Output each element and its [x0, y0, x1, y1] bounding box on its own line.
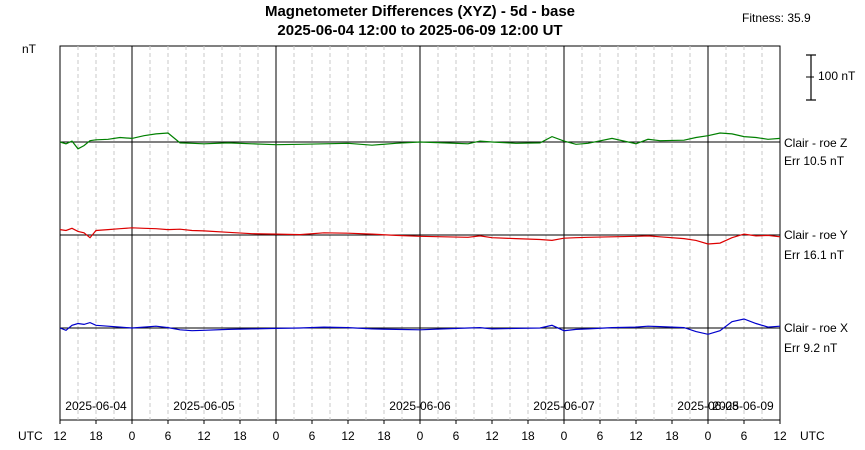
series-name-label: Clair - roe Y: [784, 228, 848, 242]
hour-tick-label: 0: [129, 429, 136, 443]
hour-tick-label: 12: [773, 429, 787, 443]
hour-tick-label: 6: [165, 429, 172, 443]
hour-tick-label: 12: [629, 429, 643, 443]
hour-tick-label: 18: [377, 429, 391, 443]
day-label: 2025-06-04: [65, 399, 127, 413]
utc-label-left: UTC: [18, 429, 43, 443]
chart-subtitle: 2025-06-04 12:00 to 2025-06-09 12:00 UT: [277, 22, 562, 39]
fitness-label: Fitness: 35.9: [742, 11, 811, 25]
chart-title: Magnetometer Differences (XYZ) - 5d - ba…: [265, 3, 575, 20]
day-label: 2025-06-05: [173, 399, 235, 413]
hour-tick-label: 6: [309, 429, 316, 443]
hour-tick-label: 12: [485, 429, 499, 443]
series-line-clair---roe-z: [59, 132, 781, 150]
grid-lines: [77, 46, 763, 420]
hour-tick-label: 18: [89, 429, 103, 443]
hour-tick-label: 0: [705, 429, 712, 443]
series-err-label: Err 10.5 nT: [784, 154, 845, 168]
hour-tick-label: 6: [741, 429, 748, 443]
day-label: 2025-06-07: [533, 399, 595, 413]
day-label: 2025-06-09: [712, 399, 774, 413]
hour-tick-label: 6: [453, 429, 460, 443]
series-name-label: Clair - roe Z: [784, 136, 847, 150]
hour-tick-labels: 12 18 0 6 12 18 0 6 12 18 0 6 12 18 0 6 12 18 0 6 12: [53, 420, 787, 443]
series-name-label: Clair - roe X: [784, 321, 848, 335]
series-err-label: Err 16.1 nT: [784, 248, 845, 262]
hour-tick-label: 6: [597, 429, 604, 443]
scale-bar: 100 nT: [806, 54, 856, 101]
hour-tick-label: 18: [521, 429, 535, 443]
hour-tick-label: 12: [53, 429, 67, 443]
hour-tick-label: 18: [233, 429, 247, 443]
hour-tick-label: 12: [341, 429, 355, 443]
series-labels: Clair - roe Z Err 10.5 nT Clair - roe Y Err…: [784, 136, 848, 355]
utc-label-right: UTC: [800, 429, 825, 443]
hour-tick-label: 0: [273, 429, 280, 443]
series-group: [59, 132, 781, 335]
hour-tick-label: 18: [665, 429, 679, 443]
hour-tick-label: 0: [561, 429, 568, 443]
day-label: 2025-06-08: [677, 399, 739, 413]
series-line-clair---roe-x: [59, 318, 781, 335]
hour-tick-label: 12: [197, 429, 211, 443]
y-unit-label: nT: [22, 42, 37, 56]
day-label: 2025-06-06: [389, 399, 451, 413]
scale-bar-label: 100 nT: [818, 69, 856, 83]
day-labels: 2025-06-04 2025-06-05 2025-06-06 2025-06-07…: [65, 399, 774, 413]
hour-tick-label: 0: [417, 429, 424, 443]
series-line-clair---roe-y: [59, 227, 781, 245]
series-err-label: Err 9.2 nT: [784, 341, 838, 355]
